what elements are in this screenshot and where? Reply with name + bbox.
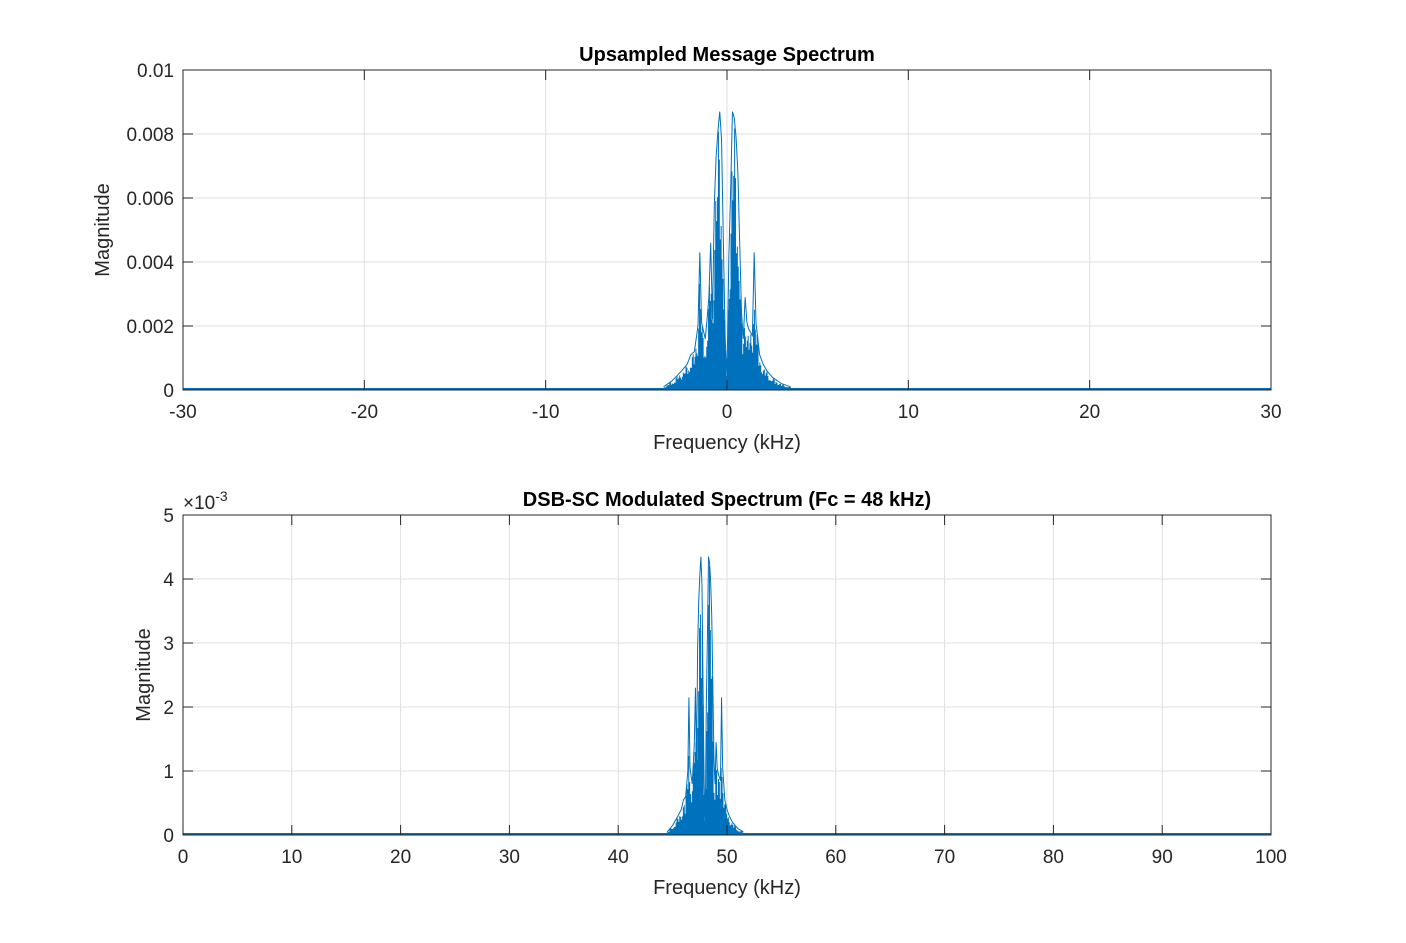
x-tick-label: 0 <box>178 847 189 868</box>
y-tick-label: 0 <box>163 826 174 847</box>
x-tick-label: 80 <box>1043 847 1064 868</box>
y-tick-label: 5 <box>163 506 174 527</box>
y-tick-label: 1 <box>163 762 174 783</box>
x-tick-label: 60 <box>825 847 846 868</box>
chart-panel-1: -30 -20 -10 0 10 20 30 0 0.002 0.004 0.006 0.008 0.0… <box>92 44 1282 454</box>
x-tick-label: 30 <box>1260 402 1281 423</box>
x-axis-label: Frequency (kHz) <box>653 432 801 454</box>
x-tick-label: -30 <box>169 402 196 423</box>
y-tick-label: 2 <box>163 698 174 719</box>
chart-panel-2: 0 10 20 30 40 50 60 70 80 90 100 0 1 2 3 4 5 ×10-3 DSB-SC … <box>133 488 1287 899</box>
y-axis-label: Magnitude <box>133 628 155 721</box>
x-tick-label: 30 <box>499 847 520 868</box>
x-axis-label: Frequency (kHz) <box>653 877 801 899</box>
x-tick-label: 50 <box>716 847 737 868</box>
x-tick-label: 10 <box>281 847 302 868</box>
x-tick-label: 20 <box>390 847 411 868</box>
x-tick-label: 70 <box>934 847 955 868</box>
y-tick-label: 4 <box>163 570 174 591</box>
y-tick-label: 0.01 <box>137 61 174 82</box>
y-tick-label: 0.004 <box>126 253 174 274</box>
x-tick-label: -10 <box>532 402 559 423</box>
x-tick-label: 90 <box>1152 847 1173 868</box>
y-tick-label: 0.006 <box>126 189 174 210</box>
x-tick-label: 20 <box>1079 402 1100 423</box>
spectrum-envelope <box>666 556 744 833</box>
y-tick-label: 0.002 <box>126 317 174 338</box>
spectrum-envelope <box>663 111 791 388</box>
spectrum-bars <box>663 128 791 390</box>
x-tick-label: 10 <box>898 402 919 423</box>
x-tick-label: 0 <box>722 402 733 423</box>
y-axis-label: Magnitude <box>92 183 114 276</box>
chart-title: Upsampled Message Spectrum <box>579 44 875 66</box>
y-tick-label: 3 <box>163 634 174 655</box>
y-tick-label: 0.008 <box>126 125 174 146</box>
x-tick-label: -20 <box>351 402 378 423</box>
x-tick-label: 40 <box>608 847 629 868</box>
x-tick-label: 100 <box>1255 847 1287 868</box>
y-exponent-label: ×10-3 <box>183 488 228 514</box>
chart-title: DSB-SC Modulated Spectrum (Fc = 48 kHz) <box>523 489 931 511</box>
y-tick-label: 0 <box>163 381 174 402</box>
